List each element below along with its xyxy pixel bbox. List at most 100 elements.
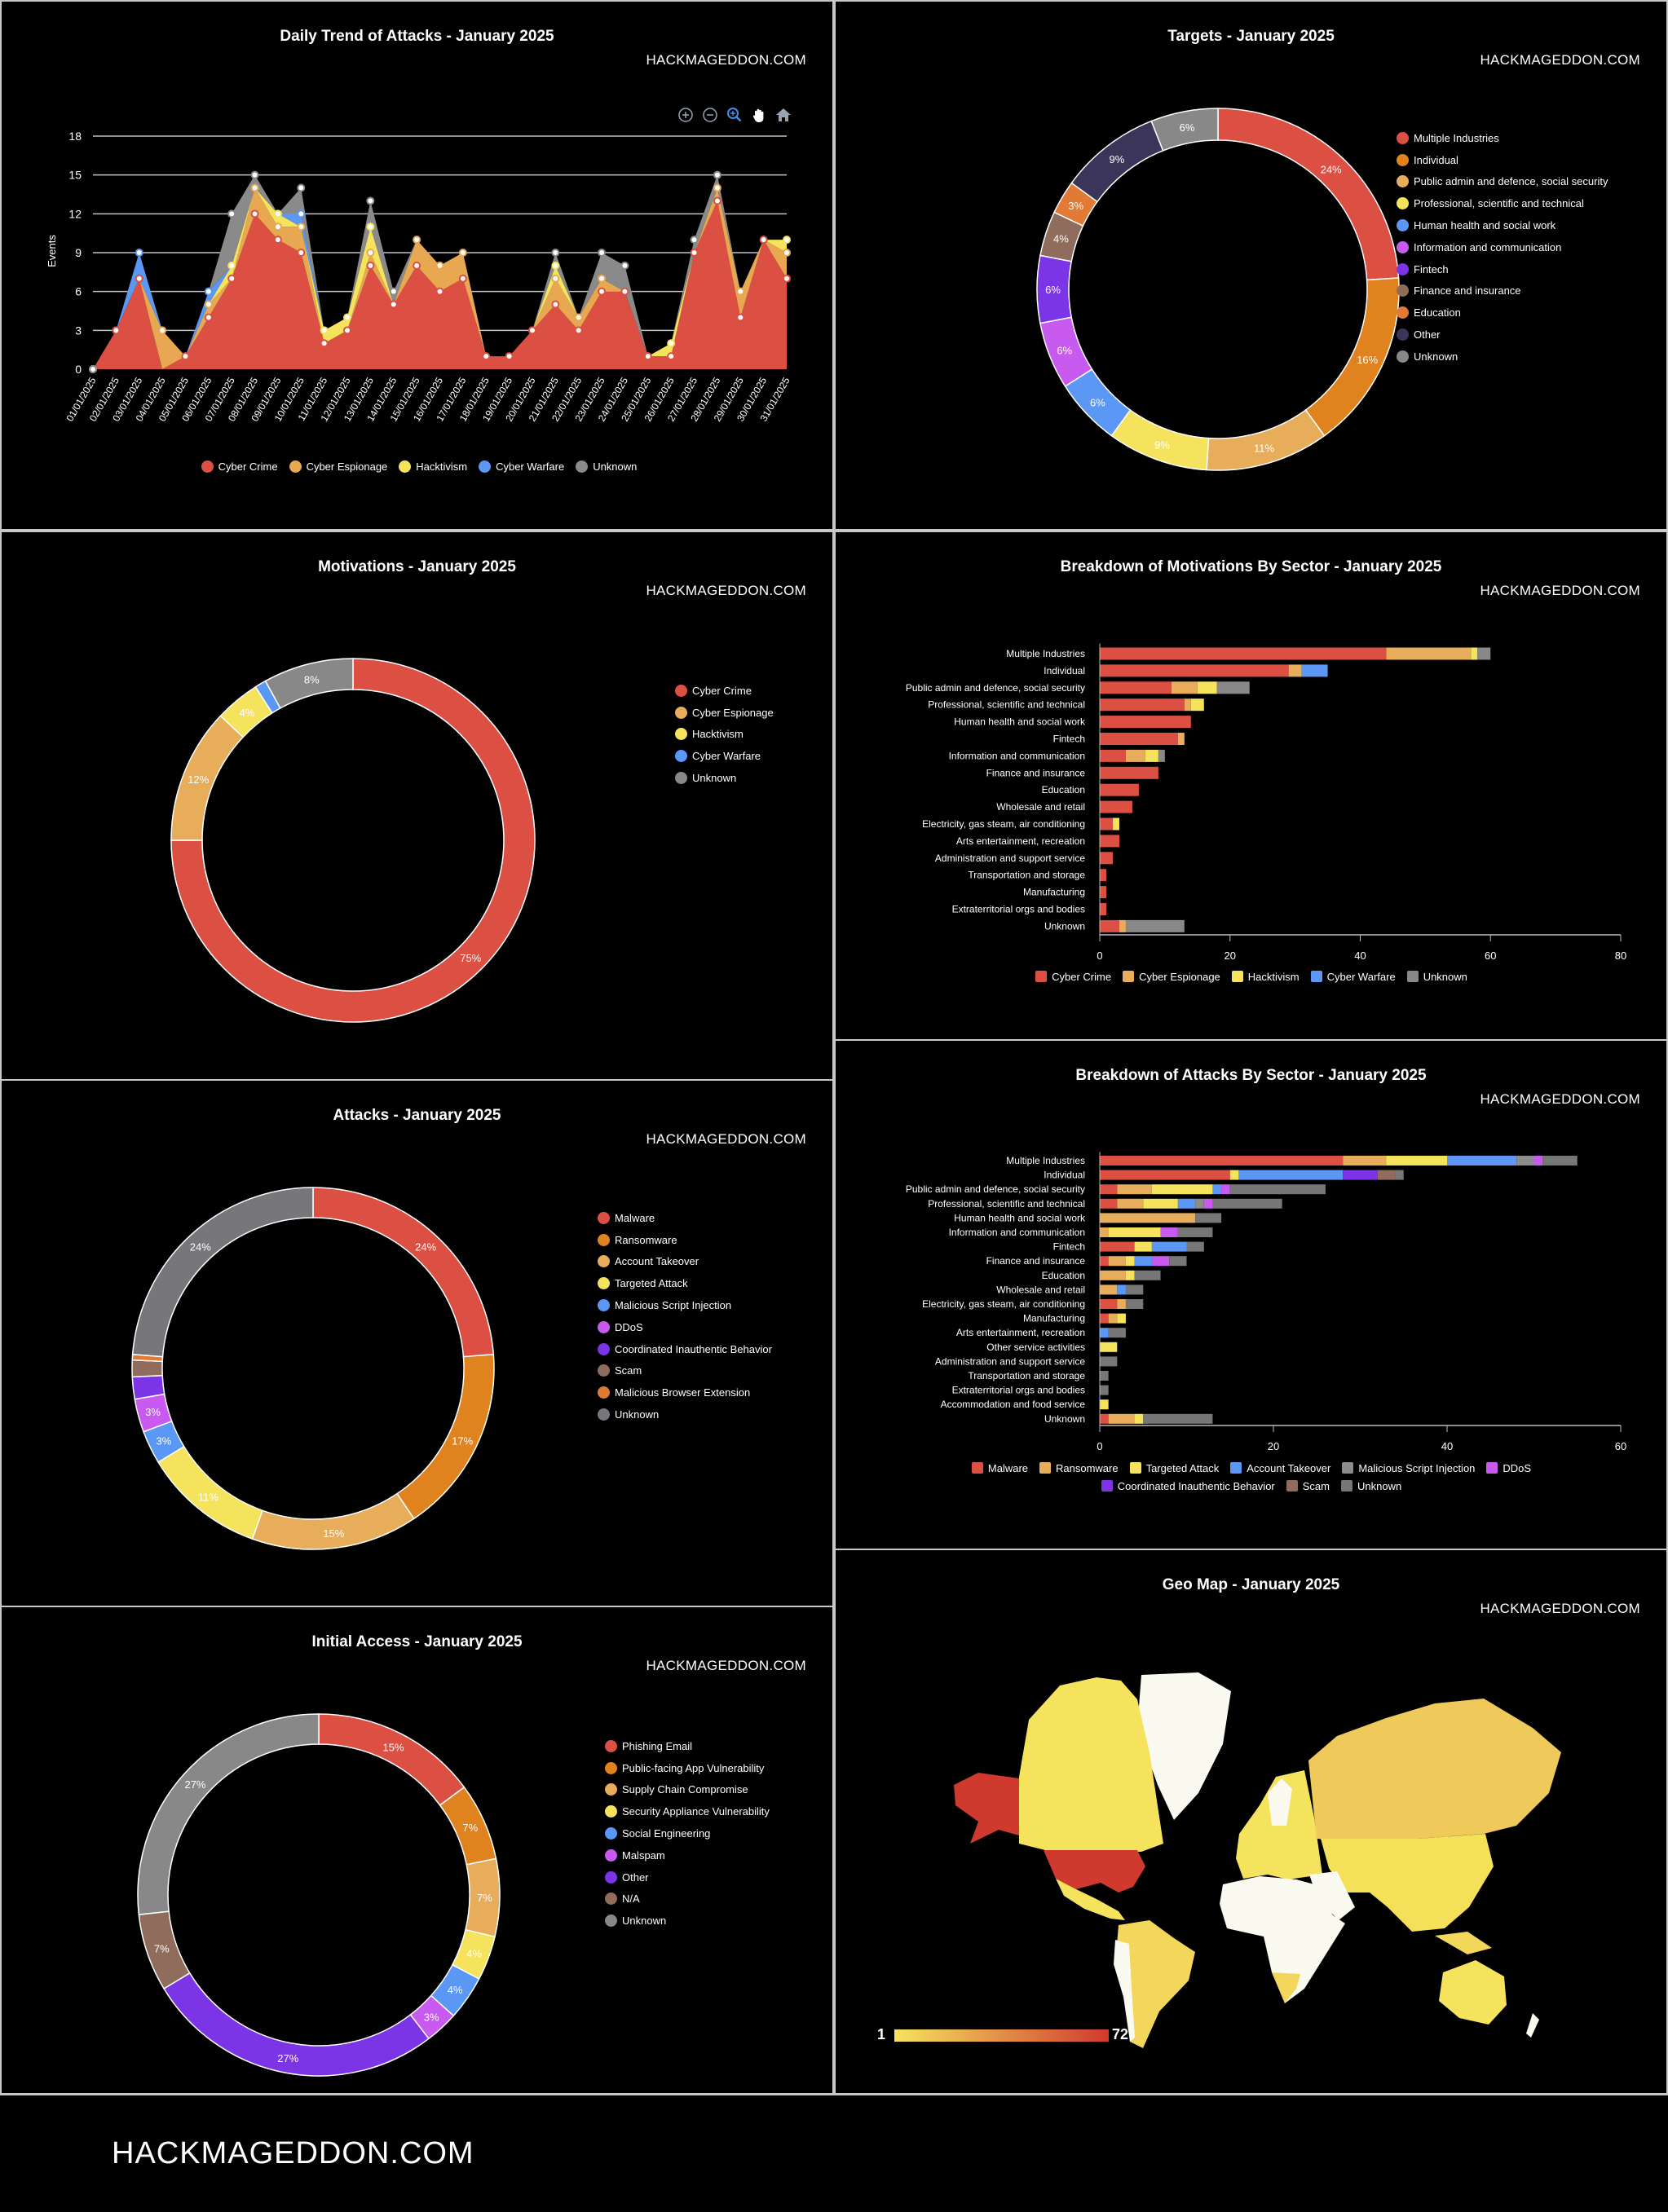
- legend-item[interactable]: Ransomware: [1039, 1461, 1119, 1475]
- legend-item[interactable]: Ransomware: [598, 1229, 772, 1251]
- bar-segment-coordinated-inauthentic-behavior: [1343, 1170, 1378, 1180]
- bar-segment-malware: [1100, 1156, 1344, 1165]
- legend-swatch: [675, 750, 687, 763]
- map-region-new-zealand[interactable]: [1526, 2013, 1539, 2038]
- legend-item[interactable]: Coordinated Inauthentic Behavior: [598, 1338, 772, 1360]
- legend-item[interactable]: Malware: [971, 1461, 1028, 1475]
- legend-item[interactable]: Cyber Crime: [675, 680, 774, 702]
- legend-item[interactable]: Unknown: [576, 459, 637, 474]
- legend-item[interactable]: Information and communication: [1397, 236, 1608, 258]
- legend-item[interactable]: Coordinated Inauthentic Behavior: [1101, 1478, 1275, 1493]
- legend-item[interactable]: Multiple Industries: [1397, 127, 1608, 149]
- legend-item[interactable]: Scam: [598, 1360, 772, 1382]
- category-label: Professional, scientific and technical: [928, 1198, 1085, 1210]
- chart-title: Geo Map - January 2025: [1162, 1576, 1340, 1593]
- legend-item[interactable]: Public-facing App Vulnerability: [605, 1757, 770, 1779]
- data-point: [343, 326, 352, 335]
- legend-item[interactable]: Targeted Attack: [598, 1272, 772, 1294]
- legend-item[interactable]: Cyber Espionage: [289, 459, 387, 474]
- legend-item[interactable]: Public admin and defence, social securit…: [1397, 171, 1608, 193]
- legend-item[interactable]: DDoS: [1486, 1461, 1531, 1475]
- legend-item[interactable]: Fintech: [1397, 258, 1608, 280]
- map-region-scandinavia[interactable]: [1268, 1778, 1292, 1826]
- legend-label: Other: [622, 1871, 649, 1884]
- legend-item[interactable]: Malicious Script Injection: [1342, 1461, 1475, 1475]
- legend-item[interactable]: Cyber Crime: [1035, 969, 1111, 984]
- bar-segment-unknown: [1100, 1356, 1118, 1367]
- legend-item[interactable]: Unknown: [605, 1910, 770, 1932]
- data-point: [320, 326, 329, 335]
- legend-item[interactable]: Education: [1397, 302, 1608, 324]
- legend-item[interactable]: Hacktivism: [1231, 969, 1300, 984]
- y-tick-label: 3: [75, 324, 82, 337]
- map-region-russia[interactable]: [1308, 1699, 1561, 1842]
- map-region-australia[interactable]: [1439, 1960, 1507, 2025]
- zoom-in-icon[interactable]: [677, 106, 695, 124]
- legend-item[interactable]: Unknown: [598, 1403, 772, 1425]
- legend-item[interactable]: Phishing Email: [605, 1735, 770, 1757]
- map-region-greenland[interactable]: [1137, 1672, 1231, 1820]
- category-label: Manufacturing: [1023, 887, 1085, 898]
- map-region-usa[interactable]: [1044, 1850, 1145, 1893]
- legend-item[interactable]: Human health and social work: [1397, 214, 1608, 236]
- map-region-southeast-asia[interactable]: [1435, 1932, 1492, 1954]
- legend-item[interactable]: Individual: [1397, 149, 1608, 171]
- legend-item[interactable]: Supply Chain Compromise: [605, 1779, 770, 1801]
- slice-percent-label: 6%: [1090, 397, 1105, 409]
- legend-item[interactable]: Unknown: [675, 767, 774, 789]
- data-point: [598, 274, 607, 283]
- pan-hand-icon[interactable]: [750, 106, 768, 124]
- bar-segment-account-takeover: [1447, 1156, 1517, 1165]
- legend-item[interactable]: Malware: [598, 1207, 772, 1229]
- legend-item[interactable]: Hacktivism: [399, 459, 467, 474]
- map-region-canada[interactable]: [1019, 1677, 1163, 1852]
- footer-brand[interactable]: HACKMAGEDDON.COM: [112, 2136, 474, 2170]
- legend-item[interactable]: Professional, scientific and technical: [1397, 192, 1608, 214]
- legend-item[interactable]: Targeted Attack: [1129, 1461, 1219, 1475]
- legend-item[interactable]: N/A: [605, 1888, 770, 1910]
- bar-segment-unknown: [1542, 1156, 1578, 1165]
- zoom-selection-icon[interactable]: [726, 106, 744, 124]
- legend-item[interactable]: Cyber Warfare: [675, 745, 774, 767]
- legend-item[interactable]: Scam: [1286, 1478, 1330, 1493]
- legend-item[interactable]: Account Takeover: [598, 1251, 772, 1273]
- legend-item[interactable]: Unknown: [1341, 1478, 1401, 1493]
- map-region-middle-east[interactable]: [1309, 1871, 1355, 1920]
- legend-item[interactable]: Cyber Espionage: [675, 702, 774, 724]
- bar-segment-cyber-crime: [1100, 783, 1139, 796]
- legend-item[interactable]: Social Engineering: [605, 1822, 770, 1844]
- map-region-south-america[interactable]: [1115, 1920, 1195, 2048]
- bar-segment-unknown: [1395, 1170, 1404, 1180]
- legend-item[interactable]: Malicious Script Injection: [598, 1294, 772, 1316]
- map-region-south-america-west[interactable]: [1114, 1940, 1135, 2042]
- zoom-out-icon[interactable]: [701, 106, 719, 124]
- map-region-alaska[interactable]: [954, 1773, 1019, 1844]
- legend-item[interactable]: Unknown: [1397, 346, 1608, 368]
- map-region-southern-africa[interactable]: [1272, 1972, 1300, 2003]
- legend-item[interactable]: Security Appliance Vulnerability: [605, 1800, 770, 1822]
- data-point: [551, 249, 560, 257]
- map-region-africa[interactable]: [1220, 1876, 1345, 2003]
- legend-item[interactable]: DDoS: [598, 1316, 772, 1338]
- legend-item[interactable]: Unknown: [1406, 969, 1467, 984]
- legend-item[interactable]: Cyber Warfare: [479, 459, 564, 474]
- legend-swatch: [675, 706, 687, 719]
- legend-swatch: [675, 684, 687, 697]
- legend-item[interactable]: Cyber Warfare: [1310, 969, 1396, 984]
- data-point: [551, 300, 560, 309]
- category-label: Education: [1042, 1270, 1085, 1281]
- legend-item[interactable]: Other: [1397, 324, 1608, 346]
- legend-item[interactable]: Other: [605, 1866, 770, 1888]
- donut-slice-unknown: [1150, 108, 1219, 152]
- legend-item[interactable]: Account Takeover: [1230, 1461, 1330, 1475]
- legend-item[interactable]: Cyber Espionage: [1123, 969, 1220, 984]
- home-reset-icon[interactable]: [774, 106, 792, 124]
- map-region-central-america[interactable]: [1056, 1879, 1125, 1920]
- legend-item[interactable]: Finance and insurance: [1397, 280, 1608, 302]
- legend-item[interactable]: Hacktivism: [675, 724, 774, 746]
- legend-item[interactable]: Cyber Crime: [201, 459, 278, 474]
- map-region-asia[interactable]: [1321, 1834, 1494, 1932]
- legend-item[interactable]: Malspam: [605, 1844, 770, 1866]
- legend-swatch: [1406, 971, 1419, 982]
- legend-item[interactable]: Malicious Browser Extension: [598, 1381, 772, 1403]
